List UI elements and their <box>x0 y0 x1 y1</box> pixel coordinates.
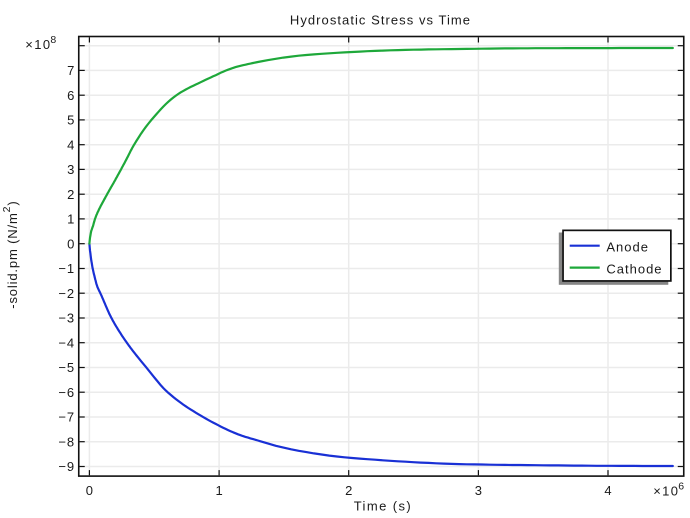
svg-text:0: 0 <box>67 236 74 251</box>
svg-text:−1: −1 <box>58 261 75 276</box>
svg-text:4: 4 <box>604 483 611 498</box>
svg-text:−3: −3 <box>58 311 75 326</box>
svg-text:Cathode: Cathode <box>606 261 662 276</box>
svg-text:-solid.pm (N/m2): -solid.pm (N/m2) <box>1 200 20 308</box>
svg-text:−9: −9 <box>58 459 75 474</box>
svg-text:1: 1 <box>67 212 74 227</box>
svg-text:1: 1 <box>215 483 222 498</box>
svg-text:−4: −4 <box>58 335 75 350</box>
svg-text:2: 2 <box>345 483 352 498</box>
svg-text:3: 3 <box>67 162 74 177</box>
svg-text:×108: ×108 <box>25 34 57 52</box>
svg-text:6: 6 <box>67 88 74 103</box>
svg-text:−7: −7 <box>58 410 75 425</box>
svg-text:−8: −8 <box>58 434 75 449</box>
svg-text:−5: −5 <box>58 360 75 375</box>
svg-text:5: 5 <box>67 113 74 128</box>
svg-text:−6: −6 <box>58 385 75 400</box>
svg-text:Time (s): Time (s) <box>354 498 412 513</box>
svg-text:Anode: Anode <box>606 239 649 254</box>
svg-text:3: 3 <box>475 483 482 498</box>
svg-text:Hydrostatic Stress vs Time: Hydrostatic Stress vs Time <box>290 12 471 27</box>
svg-text:−2: −2 <box>58 286 75 301</box>
svg-text:2: 2 <box>67 187 74 202</box>
svg-text:×106: ×106 <box>653 481 685 499</box>
svg-text:4: 4 <box>67 137 74 152</box>
svg-text:7: 7 <box>67 63 74 78</box>
svg-text:0: 0 <box>86 483 93 498</box>
